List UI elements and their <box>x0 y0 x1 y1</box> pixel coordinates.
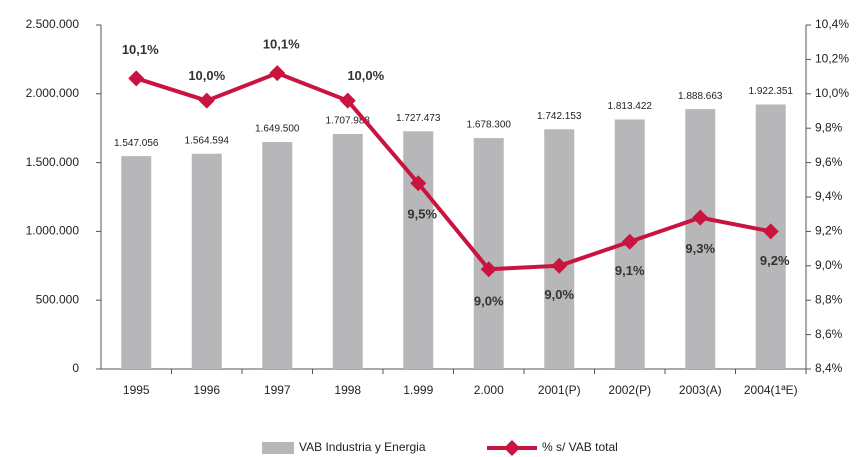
line-value-label: 10,0% <box>347 68 384 83</box>
bar <box>685 109 716 370</box>
y-tick-label: 500.000 <box>36 292 80 306</box>
y2-tick-label: 10,2% <box>815 52 849 66</box>
y2-tick-label: 10,0% <box>815 86 849 100</box>
x-tick-label: 2001(P) <box>538 383 581 397</box>
line-marker <box>621 233 638 250</box>
y-tick-label: 1.500.000 <box>26 155 80 169</box>
line-value-label: 9,3% <box>685 241 715 256</box>
x-tick-label: 1997 <box>264 383 291 397</box>
line-marker <box>128 70 145 87</box>
y2-tick-label: 8,4% <box>815 361 843 375</box>
x-tick-label: 2004(1ªE) <box>744 383 798 397</box>
line-value-label: 9,0% <box>474 294 504 309</box>
y-tick-label: 2.500.000 <box>26 17 80 31</box>
y2-tick-label: 8,6% <box>815 327 843 341</box>
line-value-label: 10,1% <box>122 42 159 57</box>
y2-tick-label: 9,0% <box>815 258 843 272</box>
line-marker <box>551 257 568 274</box>
line-marker <box>269 65 286 82</box>
line-marker <box>339 92 356 109</box>
y2-tick-label: 9,8% <box>815 120 843 134</box>
line-marker <box>410 175 427 192</box>
x-tick-label: 1996 <box>193 383 220 397</box>
legend-label: VAB Industria y Energia <box>299 440 426 454</box>
bar-value-label: 1.649.500 <box>255 124 300 135</box>
bar-value-label: 1.564.594 <box>185 135 230 146</box>
bar <box>191 153 222 369</box>
line-marker <box>480 261 497 278</box>
bar-value-label: 1.922.351 <box>749 86 794 97</box>
bar <box>473 138 504 369</box>
bar <box>262 142 293 369</box>
y2-tick-label: 10,4% <box>815 17 849 31</box>
bar <box>403 131 434 369</box>
x-tick-label: 1995 <box>123 383 150 397</box>
y2-tick-label: 9,6% <box>815 155 843 169</box>
line-marker <box>762 223 779 240</box>
bar-value-label: 1.678.300 <box>467 120 512 131</box>
bar <box>121 156 152 369</box>
line-marker <box>692 209 709 226</box>
legend-swatch <box>262 442 294 454</box>
line-value-label: 10,0% <box>188 68 225 83</box>
line-value-label: 9,0% <box>544 287 574 302</box>
bar <box>332 133 363 369</box>
y2-tick-label: 8,8% <box>815 292 843 306</box>
line-value-label: 10,1% <box>263 37 300 52</box>
bar-value-label: 1.707.988 <box>326 116 371 127</box>
line-value-label: 9,2% <box>760 253 790 268</box>
x-tick-label: 1998 <box>334 383 361 397</box>
bar-value-label: 1.547.056 <box>114 138 159 149</box>
y2-tick-label: 9,4% <box>815 189 843 203</box>
x-tick-label: 2002(P) <box>608 383 651 397</box>
line-value-label: 9,1% <box>615 263 645 278</box>
line-value-label: 9,5% <box>407 207 437 222</box>
y-tick-label: 0 <box>72 361 79 375</box>
line <box>135 71 772 272</box>
x-tick-label: 2003(A) <box>679 383 722 397</box>
x-tick-label: 1.999 <box>403 383 433 397</box>
y-tick-label: 2.000.000 <box>26 86 80 100</box>
bar-value-label: 1.742.153 <box>537 111 582 122</box>
bar-value-label: 1.813.422 <box>608 101 653 112</box>
legend-swatch <box>504 440 520 456</box>
x-tick-label: 2.000 <box>474 383 504 397</box>
y2-tick-label: 9,2% <box>815 224 843 238</box>
line-marker <box>198 92 215 109</box>
y-tick-label: 1.000.000 <box>26 224 80 238</box>
legend-label: % s/ VAB total <box>542 440 618 454</box>
bar-value-label: 1.727.473 <box>396 113 441 124</box>
bar-value-label: 1.888.663 <box>678 91 723 102</box>
bar <box>544 129 575 369</box>
